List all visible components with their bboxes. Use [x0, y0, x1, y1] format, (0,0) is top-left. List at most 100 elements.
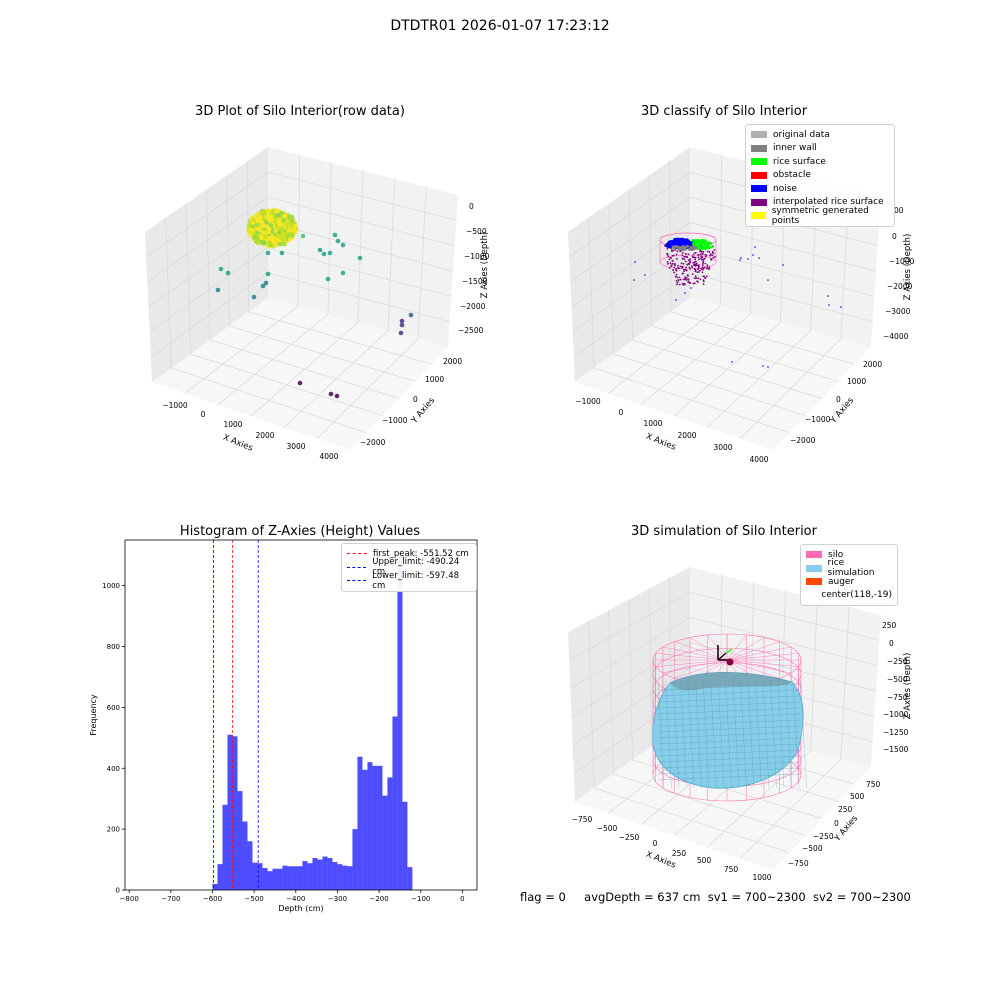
interpolated-point	[678, 267, 680, 270]
interpolated-point	[677, 264, 679, 267]
interpolated-point	[683, 278, 685, 281]
rice-mesh-line	[762, 679, 770, 789]
interpolated-point	[697, 254, 699, 256]
interpolated-point	[693, 268, 696, 270]
noise-point	[684, 292, 686, 294]
rice-mesh-line	[657, 679, 665, 789]
panel2-z-tick: −1000	[889, 257, 915, 266]
rice-mesh-line	[792, 679, 800, 789]
interpolated-point	[697, 264, 699, 267]
panel1-title: 3D Plot of Silo Interior(row data)	[195, 104, 405, 119]
rice-mesh-line	[665, 679, 672, 789]
panel4-z-tick: 0	[889, 639, 894, 648]
rice-mesh-line	[680, 679, 687, 789]
rice-mesh-line	[777, 679, 785, 789]
panel1-y-tick: 2000	[443, 357, 462, 366]
interpolated-point	[697, 277, 700, 280]
noise-point	[675, 299, 677, 301]
interpolated-point	[700, 267, 703, 270]
interpolated-point	[714, 255, 716, 258]
legend-item-upper-limit: Upper_limit: -490.24 cm	[347, 557, 471, 577]
data-point	[357, 255, 363, 261]
data-point	[335, 238, 341, 244]
interpolated-point	[689, 268, 691, 270]
interpolated-point	[683, 282, 686, 285]
legend-item-symmetric: symmetric generated points	[751, 205, 889, 226]
interpolated-point	[676, 283, 678, 286]
legend-item-inner-wall: inner wall	[751, 142, 889, 156]
noise-point	[670, 242, 674, 246]
rice-mesh-line	[725, 679, 732, 789]
interpolated-point	[694, 258, 696, 261]
panel4-y-tick: −250	[813, 832, 834, 841]
noise-point	[740, 257, 742, 259]
surface-point	[264, 231, 269, 236]
x-tick-label: −800	[120, 895, 139, 903]
panel2-y-tick: 2000	[863, 360, 882, 369]
data-point	[325, 276, 331, 282]
surface-point	[282, 218, 287, 223]
auger	[717, 645, 734, 666]
interpolated-point	[671, 259, 674, 262]
panel4-y-tick: −750	[788, 859, 809, 868]
panel4-z-tick: −1000	[883, 710, 909, 719]
panel2-y-tick: 0	[836, 395, 841, 404]
interpolated-point	[669, 256, 672, 259]
interpolated-point	[691, 255, 694, 257]
legend-item-rice-surface: rice surface	[751, 155, 889, 169]
histogram-bar	[332, 862, 338, 890]
data-point	[215, 287, 221, 293]
panel4-title: 3D simulation of Silo Interior	[631, 524, 817, 539]
panel4-y-label: Y Axies	[832, 813, 860, 844]
panel1-points	[215, 207, 414, 399]
y-tick-label: 600	[107, 704, 120, 712]
silo-spoke	[726, 634, 747, 661]
panel1-pane-left	[145, 147, 268, 382]
y-tick-label: 200	[107, 826, 120, 834]
panel1-y-tick: −2000	[360, 438, 386, 447]
panel1-z-tick: −500	[466, 227, 487, 236]
surface-point	[247, 231, 253, 237]
interpolated-point	[680, 262, 683, 265]
interpolated-point	[671, 249, 674, 252]
surface-point	[254, 222, 259, 228]
surface-point	[258, 218, 263, 224]
surface-point	[273, 217, 278, 222]
interpolated-point	[676, 250, 679, 253]
panel2-z-tick: 0	[892, 232, 897, 241]
panel2-title: 3D classify of Silo Interior	[640, 104, 808, 119]
y-tick-label: 400	[107, 765, 120, 773]
status-footer: flag = 0 avgDepth = 637 cm sv1 = 700~230…	[520, 890, 911, 904]
interpolated-point	[672, 254, 675, 257]
interpolated-point	[705, 275, 708, 278]
panel2-z-tick: −3000	[885, 307, 911, 316]
panel2-3d-plot: −1000 0 1000 2000 3000 4000 −2000 −1000 …	[568, 147, 915, 464]
surface-point	[266, 208, 271, 214]
rice-surface-point	[692, 242, 695, 246]
rice-surface-point	[691, 239, 695, 242]
panel2-y-label: Y Axies	[828, 395, 856, 426]
interpolated-point	[675, 273, 678, 276]
data-point	[263, 280, 269, 286]
histogram-bar	[282, 865, 288, 890]
interpolated-point	[668, 267, 671, 269]
legend-swatch	[751, 198, 767, 206]
interpolated-point	[701, 264, 704, 267]
interpolated-point	[675, 253, 678, 256]
histogram-bar	[382, 795, 388, 890]
data-point	[399, 322, 405, 328]
rice-surface-point	[697, 247, 701, 251]
panel4-x-tick: −500	[597, 824, 618, 833]
interpolated-point	[697, 256, 700, 259]
interpolated-point	[706, 267, 708, 270]
histogram-bar	[302, 861, 308, 890]
histogram-chart: −800 −700 −600 −500 −400 −300 −200 −100 0 0 200 400…	[89, 539, 478, 913]
noise-point	[667, 244, 671, 248]
rice-surface-ridge	[670, 672, 792, 691]
histogram-bar	[257, 863, 263, 890]
interpolated-point	[670, 265, 673, 267]
legend-label: symmetric generated points	[771, 205, 869, 226]
surface-point	[283, 233, 289, 239]
panel4-x-tick: 500	[697, 856, 712, 865]
legend-label: rice simulation	[827, 558, 875, 579]
